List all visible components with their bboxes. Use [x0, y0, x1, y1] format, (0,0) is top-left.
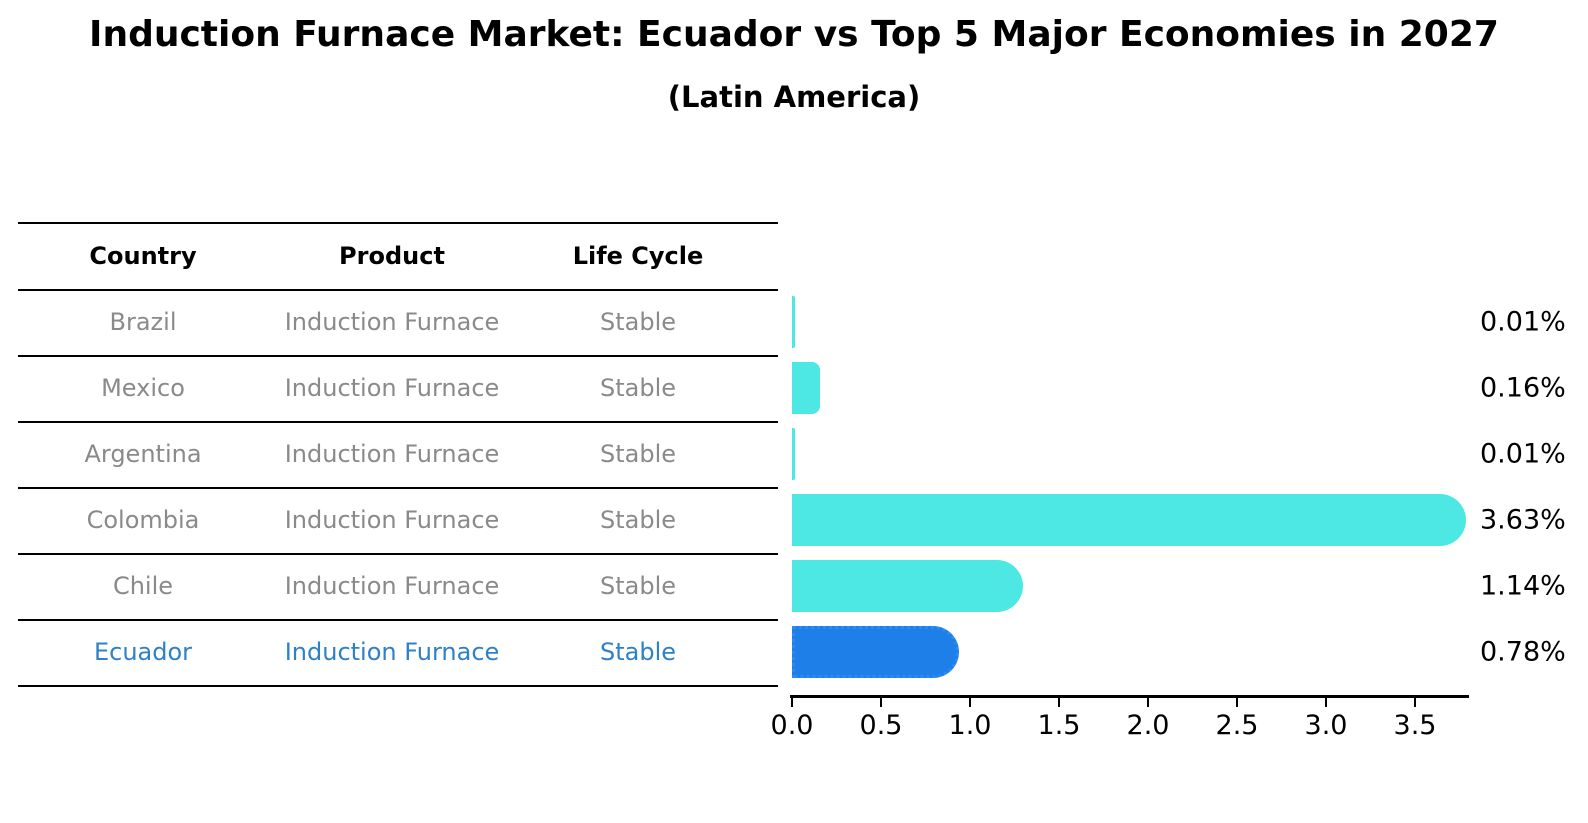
- table-row-divider: [18, 487, 778, 489]
- bar-argentina: [792, 428, 795, 480]
- x-axis-tick: [1147, 698, 1149, 707]
- table-cell-life-cycle: Stable: [599, 440, 677, 468]
- table-cell-country: Colombia: [86, 506, 200, 534]
- bar-ecuador: [792, 626, 959, 678]
- table-header-life-cycle: Life Cycle: [572, 241, 704, 270]
- table-cell-life-cycle: Stable: [599, 572, 677, 600]
- value-label: 1.14%: [1480, 570, 1566, 602]
- x-axis-tick-label: 0.5: [859, 710, 903, 741]
- bar-colombia: [792, 494, 1467, 546]
- table-top-border: [18, 222, 778, 224]
- table-cell-country: Argentina: [84, 440, 202, 468]
- table-cell-country: Ecuador: [93, 638, 193, 666]
- page-title: Induction Furnace Market: Ecuador vs Top…: [89, 14, 1499, 55]
- bar-chile: [792, 560, 1023, 612]
- value-label: 0.78%: [1480, 636, 1566, 668]
- table-cell-product: Induction Furnace: [284, 374, 500, 402]
- table-cell-product: Induction Furnace: [284, 506, 500, 534]
- table-cell-product: Induction Furnace: [284, 440, 500, 468]
- x-axis-tick: [1236, 698, 1238, 707]
- x-axis-tick-label: 0.0: [770, 710, 814, 741]
- table-row-divider: [18, 553, 778, 555]
- value-label: 0.01%: [1480, 438, 1566, 470]
- table-row-divider: [18, 685, 778, 687]
- value-label: 0.01%: [1480, 306, 1566, 338]
- x-axis-tick: [1325, 698, 1327, 707]
- table-cell-life-cycle: Stable: [599, 506, 677, 534]
- x-axis-tick: [1058, 698, 1060, 707]
- x-axis-tick-label: 3.5: [1393, 710, 1437, 741]
- table-row-divider: [18, 619, 778, 621]
- x-axis-tick-label: 1.0: [948, 710, 992, 741]
- x-axis-tick-label: 2.0: [1126, 710, 1170, 741]
- x-axis-tick-label: 1.5: [1037, 710, 1081, 741]
- x-axis-tick: [880, 698, 882, 707]
- table-cell-life-cycle: Stable: [599, 638, 677, 666]
- table-cell-life-cycle: Stable: [599, 374, 677, 402]
- table-header-product: Product: [339, 241, 445, 270]
- x-axis-tick: [1414, 698, 1416, 707]
- page-subtitle: (Latin America): [667, 80, 921, 114]
- value-label: 3.63%: [1480, 504, 1566, 536]
- table-cell-product: Induction Furnace: [284, 638, 500, 666]
- bar-brazil: [792, 296, 795, 348]
- x-axis-tick: [791, 698, 793, 707]
- table-row-divider: [18, 289, 778, 291]
- x-axis-line: [790, 695, 1469, 698]
- table-cell-country: Brazil: [109, 308, 177, 336]
- table-row-divider: [18, 355, 778, 357]
- x-axis-tick-label: 2.5: [1215, 710, 1259, 741]
- table-cell-country: Mexico: [101, 374, 185, 402]
- table-header-country: Country: [89, 241, 197, 270]
- table-row-divider: [18, 421, 778, 423]
- x-axis-tick-label: 3.0: [1304, 710, 1348, 741]
- table-cell-life-cycle: Stable: [599, 308, 677, 336]
- x-axis-tick: [969, 698, 971, 707]
- bar-mexico: [792, 362, 821, 414]
- table-cell-product: Induction Furnace: [284, 572, 500, 600]
- table-cell-product: Induction Furnace: [284, 308, 500, 336]
- table-cell-country: Chile: [112, 572, 174, 600]
- value-label: 0.16%: [1480, 372, 1566, 404]
